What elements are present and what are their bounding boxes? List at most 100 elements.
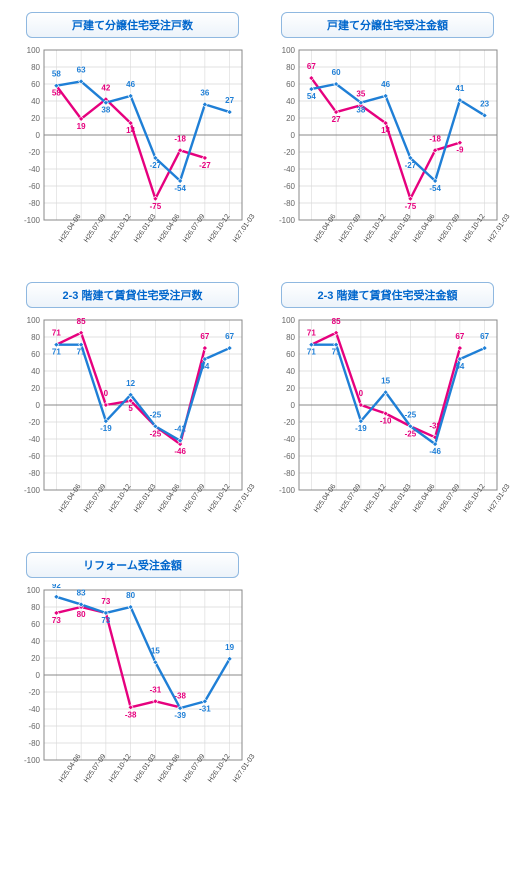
svg-text:14: 14	[381, 126, 390, 135]
svg-text:73: 73	[101, 597, 110, 606]
svg-text:58: 58	[52, 70, 61, 79]
svg-text:71: 71	[52, 329, 61, 338]
svg-text:40: 40	[286, 367, 295, 376]
svg-text:100: 100	[27, 586, 41, 595]
svg-text:-20: -20	[28, 688, 40, 697]
svg-text:19: 19	[77, 122, 86, 131]
svg-text:60: 60	[286, 350, 295, 359]
svg-text:54: 54	[455, 362, 464, 371]
chart-title: リフォーム受注金額	[26, 552, 238, 578]
svg-text:80: 80	[126, 591, 135, 600]
chart-card: リフォーム受注金額-100-80-60-40-20020406080100738…	[12, 552, 253, 804]
svg-text:80: 80	[286, 63, 295, 72]
svg-text:60: 60	[31, 350, 40, 359]
svg-text:67: 67	[200, 332, 209, 341]
svg-text:-60: -60	[28, 452, 40, 461]
svg-text:54: 54	[307, 92, 316, 101]
svg-text:71: 71	[77, 348, 86, 357]
svg-text:40: 40	[286, 97, 295, 106]
svg-text:-20: -20	[283, 148, 295, 157]
svg-text:-80: -80	[28, 199, 40, 208]
svg-text:46: 46	[381, 80, 390, 89]
svg-text:80: 80	[286, 333, 295, 342]
svg-text:20: 20	[286, 114, 295, 123]
svg-text:-9: -9	[456, 146, 464, 155]
svg-text:23: 23	[480, 99, 489, 108]
svg-text:-25: -25	[150, 410, 162, 419]
chart-plot: -100-80-60-40-2002040608010058194214-75-…	[12, 44, 248, 264]
svg-text:60: 60	[31, 80, 40, 89]
svg-text:0: 0	[359, 389, 364, 398]
svg-text:-60: -60	[28, 182, 40, 191]
svg-text:36: 36	[200, 88, 209, 97]
svg-text:14: 14	[126, 126, 135, 135]
svg-text:-100: -100	[24, 486, 41, 495]
svg-text:-20: -20	[28, 148, 40, 157]
svg-text:80: 80	[77, 610, 86, 619]
svg-text:5: 5	[128, 404, 133, 413]
svg-text:67: 67	[455, 332, 464, 341]
svg-text:71: 71	[52, 348, 61, 357]
svg-text:-39: -39	[174, 711, 186, 720]
svg-text:85: 85	[77, 317, 86, 326]
svg-text:54: 54	[200, 362, 209, 371]
svg-text:-10: -10	[380, 417, 392, 426]
svg-text:0: 0	[291, 401, 296, 410]
svg-text:100: 100	[27, 46, 41, 55]
svg-text:83: 83	[77, 588, 86, 597]
svg-text:80: 80	[31, 333, 40, 342]
svg-text:-40: -40	[283, 165, 295, 174]
svg-text:-100: -100	[24, 216, 41, 225]
svg-text:71: 71	[332, 348, 341, 357]
svg-text:-100: -100	[279, 216, 296, 225]
svg-text:-18: -18	[174, 134, 186, 143]
svg-text:41: 41	[455, 84, 464, 93]
chart-card: 2-3 階建て賃貸住宅受注戸数-100-80-60-40-20020406080…	[12, 282, 253, 534]
svg-text:38: 38	[101, 106, 110, 115]
svg-text:-46: -46	[429, 447, 441, 456]
svg-text:-60: -60	[28, 722, 40, 731]
svg-text:58: 58	[52, 89, 61, 98]
svg-text:-20: -20	[28, 418, 40, 427]
svg-text:-31: -31	[199, 704, 211, 713]
svg-text:67: 67	[307, 62, 316, 71]
svg-text:-38: -38	[125, 710, 137, 719]
svg-text:38: 38	[356, 106, 365, 115]
svg-text:0: 0	[104, 389, 109, 398]
svg-text:15: 15	[381, 376, 390, 385]
svg-text:-80: -80	[283, 199, 295, 208]
chart-plot: -100-80-60-40-2002040608010067273514-75-…	[267, 44, 503, 264]
svg-text:-19: -19	[100, 424, 112, 433]
svg-text:-31: -31	[150, 685, 162, 694]
svg-text:40: 40	[31, 97, 40, 106]
chart-title: 戸建て分譲住宅受注金額	[281, 12, 493, 38]
chart-plot: -100-80-60-40-20020406080100718505-25-46…	[12, 314, 248, 534]
svg-text:-40: -40	[28, 165, 40, 174]
svg-text:85: 85	[332, 317, 341, 326]
svg-text:20: 20	[31, 384, 40, 393]
svg-text:-42: -42	[174, 425, 186, 434]
svg-text:-75: -75	[405, 202, 417, 211]
chart-card: 2-3 階建て賃貸住宅受注金額-100-80-60-40-20020406080…	[267, 282, 508, 534]
svg-text:-25: -25	[405, 410, 417, 419]
svg-text:80: 80	[31, 63, 40, 72]
svg-text:71: 71	[307, 329, 316, 338]
chart-card: 戸建て分譲住宅受注戸数-100-80-60-40-200204060801005…	[12, 12, 253, 264]
svg-text:19: 19	[225, 643, 234, 652]
svg-text:-20: -20	[283, 418, 295, 427]
chart-plot: -100-80-60-40-20020406080100738073-38-31…	[12, 584, 248, 804]
svg-text:100: 100	[27, 316, 41, 325]
svg-text:-100: -100	[24, 756, 41, 765]
svg-text:0: 0	[36, 131, 41, 140]
svg-text:0: 0	[291, 131, 296, 140]
svg-text:60: 60	[286, 80, 295, 89]
svg-text:42: 42	[101, 83, 110, 92]
svg-text:-46: -46	[174, 447, 186, 456]
svg-text:27: 27	[225, 96, 234, 105]
svg-text:-27: -27	[150, 161, 162, 170]
svg-text:73: 73	[52, 616, 61, 625]
svg-text:-18: -18	[429, 134, 441, 143]
svg-text:0: 0	[36, 671, 41, 680]
svg-text:-54: -54	[429, 184, 441, 193]
svg-text:-25: -25	[150, 429, 162, 438]
